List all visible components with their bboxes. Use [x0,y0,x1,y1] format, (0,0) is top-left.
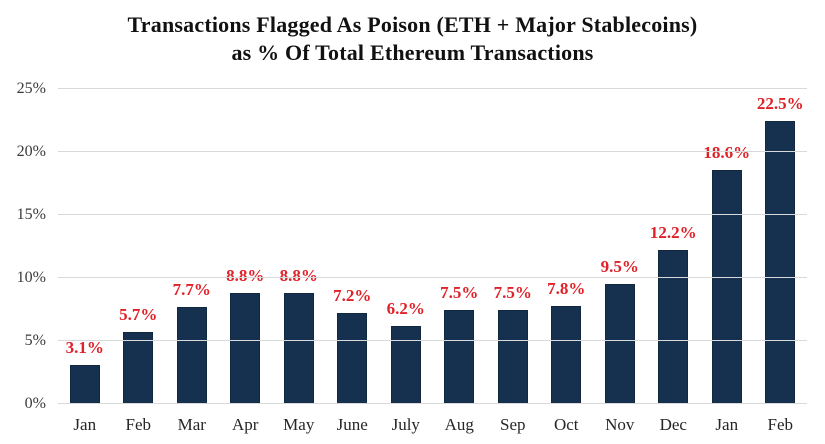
bar-slot: 9.5% Nov [593,89,647,434]
y-axis-tick-label: 20% [16,143,46,160]
bar-value-label: 8.8% [279,266,318,286]
bar-slot: 6.2% July [379,89,433,434]
gridline [58,214,807,215]
bar [283,293,314,404]
bar-slot: 7.5% Aug [433,89,487,435]
bar-slot: 18.6% Jan [700,89,754,434]
chart-title-line2: as % Of Total Ethereum Transactions [231,40,594,65]
bar-slot: 7.8% Oct [540,89,594,434]
bar [711,169,742,404]
bar-slot: 3.1% Jan [58,89,112,434]
bar-slot: 12.2% Dec [647,89,701,434]
bar-slot: 7.7% Mar [165,89,219,434]
bar-value-label: 3.1% [65,337,104,357]
bar-value-label: 18.6% [703,142,751,162]
x-axis-tick-label: Jan [73,415,97,434]
x-axis-tick-label: Sep [500,415,526,434]
bar-value-label: 12.2% [649,223,697,243]
y-axis-tick-label: 25% [16,80,46,97]
x-axis-tick-label: Feb [125,415,152,434]
bar-value-label: 9.5% [600,257,639,277]
x-axis-tick-label: Feb [767,415,794,434]
x-axis-tick-label: Aug [444,415,474,434]
y-axis-tick-label: 5% [24,332,46,349]
x-axis-tick-label: June [336,415,368,434]
bar [604,284,635,404]
gridline [58,277,807,278]
bar-value-label: 7.2% [333,286,372,306]
bar-slot: 5.7% Feb [112,89,166,434]
bar-value-label: 8.8% [226,266,265,286]
bar-series: 3.1% Jan 5.7% Feb 7.7% Mar 8.8% Apr 8.8% May 7.2% J… [58,89,808,435]
x-axis-tick-label: Apr [232,415,259,434]
chart-title-line1: Transactions Flagged As Poison (ETH + Ma… [127,12,698,37]
bar [230,293,261,404]
bar-value-label: 7.5% [440,282,479,302]
bar-value-label: 6.2% [386,298,425,318]
y-axis-tick-label: 10% [16,269,46,286]
bar-value-label: 5.7% [119,305,158,325]
x-axis-tick-label: Nov [605,415,635,434]
gridline [58,403,807,404]
x-axis-tick-label: Jan [715,415,739,434]
x-axis-tick-label: Mar [177,415,206,434]
bar [444,309,475,404]
gridline [58,340,807,341]
bar [176,306,207,404]
bar [658,250,689,404]
y-axis-tick-label: 0% [24,395,46,412]
bar [551,305,582,404]
chart-title: Transactions Flagged As Poison (ETH + Ma… [0,11,825,67]
bar-value-label: 7.5% [493,282,532,302]
plot-area: 3.1% Jan 5.7% Feb 7.7% Mar 8.8% Apr 8.8% May 7.2% J… [17,80,808,435]
bar [337,313,368,404]
x-axis-tick-label: Dec [659,415,687,434]
bar [390,325,421,404]
bar-slot: 8.8% May [272,89,326,434]
y-axis-tick-label: 15% [16,206,46,223]
bar [69,364,100,404]
bar [765,120,796,404]
x-axis-tick-label: July [391,415,420,434]
bar-slot: 22.5% Feb [754,89,808,435]
bar [123,332,154,404]
gridline [58,151,807,152]
bar-value-label: 7.8% [547,278,586,298]
x-axis-tick-label: May [283,415,315,434]
bar [497,309,528,404]
bar-slot: 7.5% Sep [486,89,540,435]
x-axis-tick-label: Oct [553,415,579,434]
bar-slot: 8.8% Apr [219,89,273,434]
bar-slot: 7.2% June [326,89,380,434]
gridline [58,88,807,89]
bar-value-label: 22.5% [756,93,804,113]
bar-value-label: 7.7% [172,279,211,299]
